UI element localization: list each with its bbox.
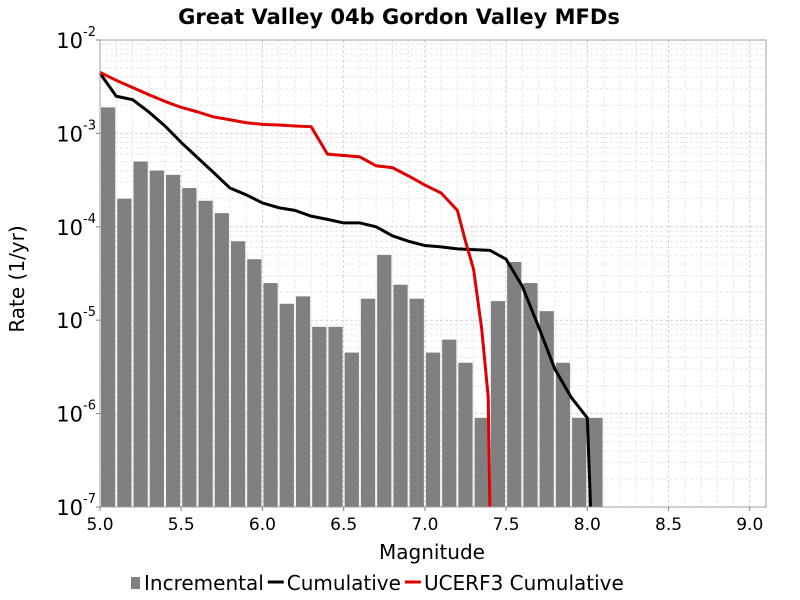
cumulative-line xyxy=(98,72,593,508)
x-axis-ticks: 5.0 5.5 6.0 6.5 7.0 7.5 8.0 8.5 9.0 xyxy=(86,507,763,535)
y-tick-exponent: -2 xyxy=(83,25,96,40)
incremental-bar xyxy=(247,259,262,507)
y-tick-base: 10 xyxy=(56,216,83,240)
y-axis-ticks: 10-710-610-510-410-310-2 xyxy=(56,25,100,520)
y-tick-base: 10 xyxy=(56,309,83,333)
incremental-bar xyxy=(230,241,246,508)
incremental-bar xyxy=(214,213,229,507)
legend-swatch-bar xyxy=(131,577,140,589)
incremental-bar xyxy=(555,362,571,507)
y-tick-base: 10 xyxy=(56,403,83,427)
incremental-bar xyxy=(458,362,473,507)
y-tick-label: 10-3 xyxy=(56,118,96,146)
incremental-bar xyxy=(328,326,343,507)
incremental-bar xyxy=(409,298,424,507)
y-tick-exponent: -3 xyxy=(83,118,96,133)
incremental-bar xyxy=(572,417,587,507)
y-tick-label: 10-6 xyxy=(56,399,96,427)
y-tick-label: 10-4 xyxy=(56,212,96,240)
y-tick-exponent: -5 xyxy=(83,305,96,320)
x-tick-label: 6.0 xyxy=(249,515,276,535)
y-tick-base: 10 xyxy=(56,122,83,146)
incremental-bar xyxy=(263,283,278,507)
x-tick-label: 8.5 xyxy=(655,515,682,535)
chart-title: Great Valley 04b Gordon Valley MFDs xyxy=(178,5,620,29)
incremental-bar xyxy=(182,188,197,507)
legend-label: UCERF3 Cumulative xyxy=(424,571,624,595)
y-tick-exponent: -4 xyxy=(83,212,96,227)
incremental-bar xyxy=(117,198,132,508)
y-axis-label: Rate (1/yr) xyxy=(5,225,29,332)
x-tick-label: 5.5 xyxy=(168,515,195,535)
incremental-bar xyxy=(507,261,522,507)
legend-label: Incremental xyxy=(144,571,264,595)
y-tick-label: 10-5 xyxy=(56,305,96,333)
incremental-bar xyxy=(133,161,148,507)
ucerf3-cumulative-line xyxy=(99,71,492,508)
incremental-bar xyxy=(588,417,603,507)
incremental-bar xyxy=(490,301,506,507)
cumulative-lines xyxy=(98,71,593,508)
incremental-bar xyxy=(279,303,294,507)
incremental-bar xyxy=(393,284,408,507)
y-tick-base: 10 xyxy=(56,29,83,53)
x-tick-label: 8.0 xyxy=(574,515,601,535)
y-tick-base: 10 xyxy=(56,496,83,520)
incremental-bars xyxy=(101,107,603,508)
y-tick-label: 10-7 xyxy=(56,492,96,520)
x-tick-label: 7.5 xyxy=(493,515,520,535)
incremental-bar xyxy=(149,170,164,507)
incremental-bar xyxy=(198,200,213,508)
x-tick-label: 9.0 xyxy=(736,515,763,535)
incremental-bar xyxy=(539,311,554,507)
incremental-bar xyxy=(101,107,116,507)
x-tick-label: 5.0 xyxy=(86,515,113,535)
x-tick-label: 7.0 xyxy=(411,515,438,535)
y-tick-label: 10-2 xyxy=(56,25,96,53)
incremental-bar xyxy=(360,298,376,507)
legend: Incremental Cumulative UCERF3 Cumulative xyxy=(131,571,624,595)
x-axis-label: Magnitude xyxy=(379,540,485,564)
incremental-bar xyxy=(523,283,538,507)
incremental-bar xyxy=(474,417,489,507)
plot-frame xyxy=(99,39,767,508)
incremental-bar xyxy=(425,352,441,507)
incremental-bar xyxy=(295,296,311,507)
incremental-bar xyxy=(344,352,359,507)
grid xyxy=(99,39,767,508)
incremental-bar xyxy=(165,174,181,507)
incremental-bar xyxy=(312,326,327,507)
incremental-bar xyxy=(442,339,457,507)
y-tick-exponent: -6 xyxy=(83,399,96,414)
legend-label: Cumulative xyxy=(287,571,401,595)
x-tick-label: 6.5 xyxy=(330,515,357,535)
incremental-bar xyxy=(377,254,392,507)
y-tick-exponent: -7 xyxy=(83,492,96,507)
